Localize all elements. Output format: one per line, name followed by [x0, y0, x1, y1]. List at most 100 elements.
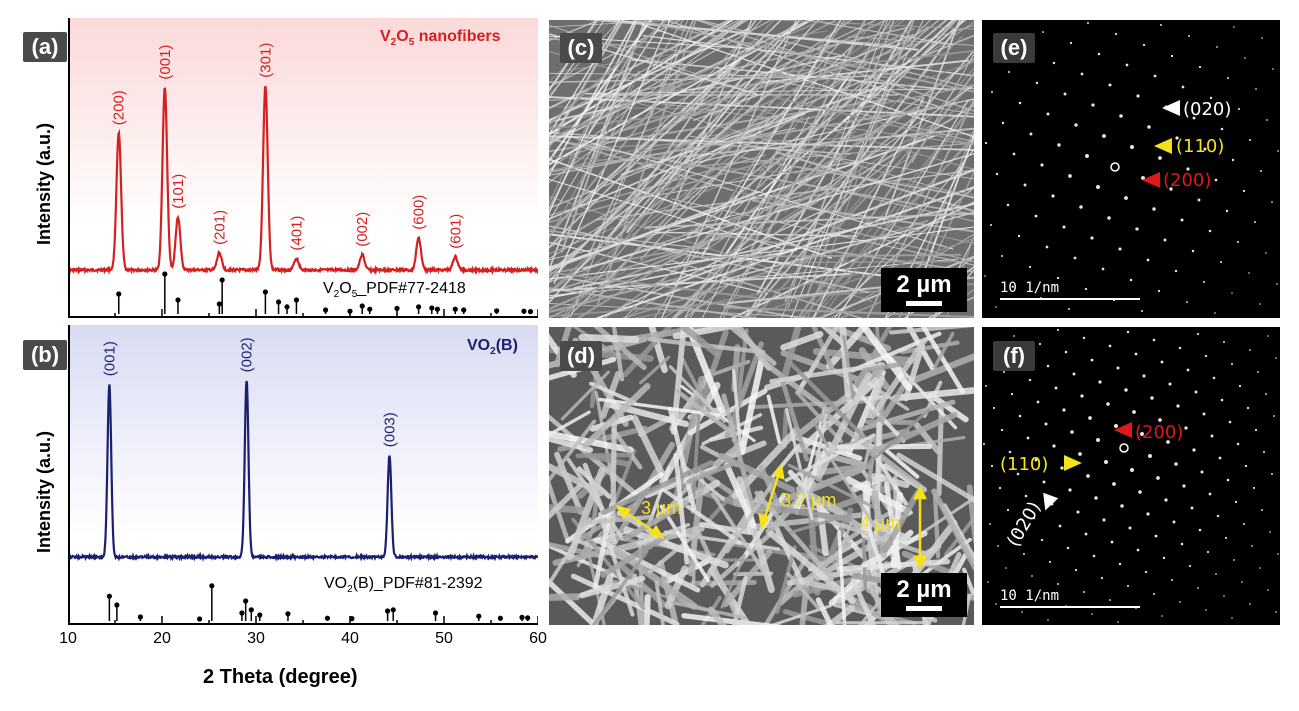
label-020-e: (020): [1183, 99, 1232, 120]
reference-marker: [262, 289, 268, 295]
x-tick-label: 30: [247, 630, 265, 647]
scale-bar-text-d: 2 µm: [896, 576, 952, 603]
saed-arrows-e: [1142, 100, 1180, 188]
scale-bar-text-c: 2 µm: [896, 271, 952, 298]
reference-marker: [394, 305, 400, 311]
x-axis-tick-labels: 10 20 30 40 50 60: [0, 630, 560, 652]
reference-marker: [324, 615, 331, 621]
scale-bar-line-c: [906, 301, 942, 306]
peak-label: (301): [257, 43, 274, 78]
scale-bar-d: 2 µm: [881, 573, 967, 617]
peak-label: (401): [288, 216, 305, 251]
reference-marker: [239, 610, 245, 616]
reference-marker: [494, 308, 500, 314]
reference-marker: [284, 304, 290, 310]
reference-marker: [432, 610, 439, 616]
label-110-e: (110): [1176, 136, 1225, 157]
scale-bar-text-e: 10 1/nm: [1000, 280, 1060, 296]
reference-marker: [429, 305, 435, 311]
reference-marker: [275, 299, 282, 305]
x-tick-label: 40: [341, 630, 359, 647]
arrow-020-f: [1043, 492, 1059, 511]
reference-marker: [293, 297, 300, 303]
y-axis-label-b: Intensity (a.u.): [34, 430, 54, 553]
reference-label-b: VO2(B)_PDF#81-2392: [324, 575, 483, 596]
peak-label: (600): [411, 195, 428, 230]
panel-tag-a: (a): [23, 32, 67, 62]
arrow-110-e: [1154, 138, 1172, 154]
scale-bar-line-f: [1000, 606, 1140, 608]
saed-pattern-f: [982, 327, 1280, 625]
series-title-a: V2O5 nanofibers: [380, 28, 501, 49]
x-tick-label: 20: [153, 630, 171, 647]
label-200-e: (200): [1163, 170, 1212, 191]
peak-label: (002): [239, 337, 256, 372]
reference-marker: [137, 614, 143, 620]
scale-bar-line-d: [906, 606, 942, 611]
saed-pattern-e: [982, 20, 1280, 318]
reference-marker: [452, 306, 458, 312]
reference-marker: [434, 306, 441, 312]
reference-marker: [367, 306, 373, 312]
reference-marker: [322, 307, 329, 313]
scale-bar-e: 10 1/nm: [1000, 280, 1140, 300]
reference-marker: [527, 309, 534, 315]
peak-label: (002): [354, 212, 371, 247]
xrd-chart-b: (001) (002) (003): [68, 325, 538, 625]
reference-marker: [175, 297, 181, 303]
label-200-f: (200): [1135, 422, 1184, 443]
arrow-200-f: [1114, 422, 1132, 438]
arrow-020-e: [1162, 100, 1180, 116]
measure-arrow-2: [761, 469, 782, 524]
arrow-200-e: [1142, 172, 1160, 188]
panel-tag-c: (c): [560, 33, 602, 63]
xrd-curve: [68, 380, 538, 563]
measure-overlay-d: [615, 462, 928, 570]
reference-marker: [285, 611, 291, 617]
peak-label: (001): [157, 45, 174, 80]
xrd-panel-b: (001) (002) (003): [68, 325, 538, 625]
reference-marker: [359, 303, 365, 309]
reference-marker: [219, 277, 225, 283]
peak-label: (201): [211, 210, 228, 245]
scale-bar-c: 2 µm: [881, 268, 967, 312]
measure-label-1: 3 µm: [641, 498, 682, 518]
reference-marker: [461, 307, 467, 313]
measure-label-2: 3.2 µm: [781, 490, 837, 510]
peak-label: (200): [111, 90, 128, 125]
reference-marker: [114, 602, 120, 608]
reference-marker: [390, 607, 396, 613]
scale-bar-f: 10 1/nm: [1000, 588, 1140, 608]
reference-marker: [416, 304, 422, 310]
reference-marker: [497, 615, 503, 621]
peak-label: (001): [101, 341, 118, 376]
peak-label: (003): [381, 412, 398, 447]
x-axis-label: 2 Theta (degree): [203, 666, 358, 688]
series-title-b: VO2(B): [467, 337, 518, 358]
xrd-chart-a: (200) (001) (101) (201) (301) (401) (002) (600)…: [68, 18, 538, 318]
panel-tag-f: (f): [993, 341, 1035, 371]
panel-tag-d: (d): [560, 341, 602, 371]
arrow-110-f: [1064, 455, 1082, 471]
reference-marker: [385, 608, 391, 614]
reference-marker: [257, 612, 263, 618]
reference-marker: [525, 615, 531, 621]
panel-tag-e: (e): [993, 33, 1035, 63]
reference-marker: [476, 613, 482, 619]
peak-label: (101): [170, 174, 187, 209]
reference-marker: [197, 616, 203, 622]
y-axis-label-a: Intensity (a.u.): [34, 122, 54, 245]
reference-marker: [162, 271, 168, 277]
xrd-panel-a: (200) (001) (101) (201) (301) (401) (002) (600)…: [68, 18, 538, 318]
label-110-f: (110): [1000, 454, 1049, 475]
xrd-curve: [68, 85, 538, 276]
reference-marker: [243, 598, 249, 604]
scale-bar-text-f: 10 1/nm: [1000, 588, 1060, 604]
x-tick-label: 60: [529, 630, 547, 647]
saed-arrows-f: [1043, 422, 1132, 511]
reference-marker: [216, 301, 222, 307]
reference-marker: [116, 291, 122, 297]
peak-label: (601): [447, 214, 464, 249]
reference-marker: [521, 308, 527, 314]
sem-image-c: [549, 20, 974, 318]
